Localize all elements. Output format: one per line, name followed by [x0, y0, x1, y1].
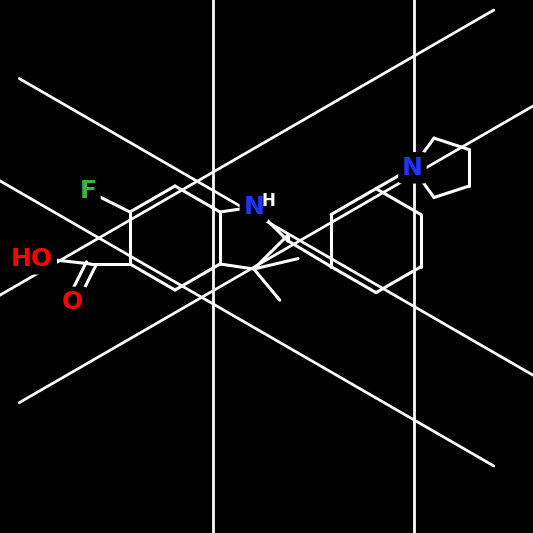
Text: F: F — [80, 179, 97, 203]
Text: HO: HO — [11, 247, 53, 271]
Text: N: N — [244, 195, 264, 219]
Text: H: H — [262, 192, 276, 210]
Text: O: O — [62, 290, 83, 314]
Text: N: N — [402, 156, 423, 180]
